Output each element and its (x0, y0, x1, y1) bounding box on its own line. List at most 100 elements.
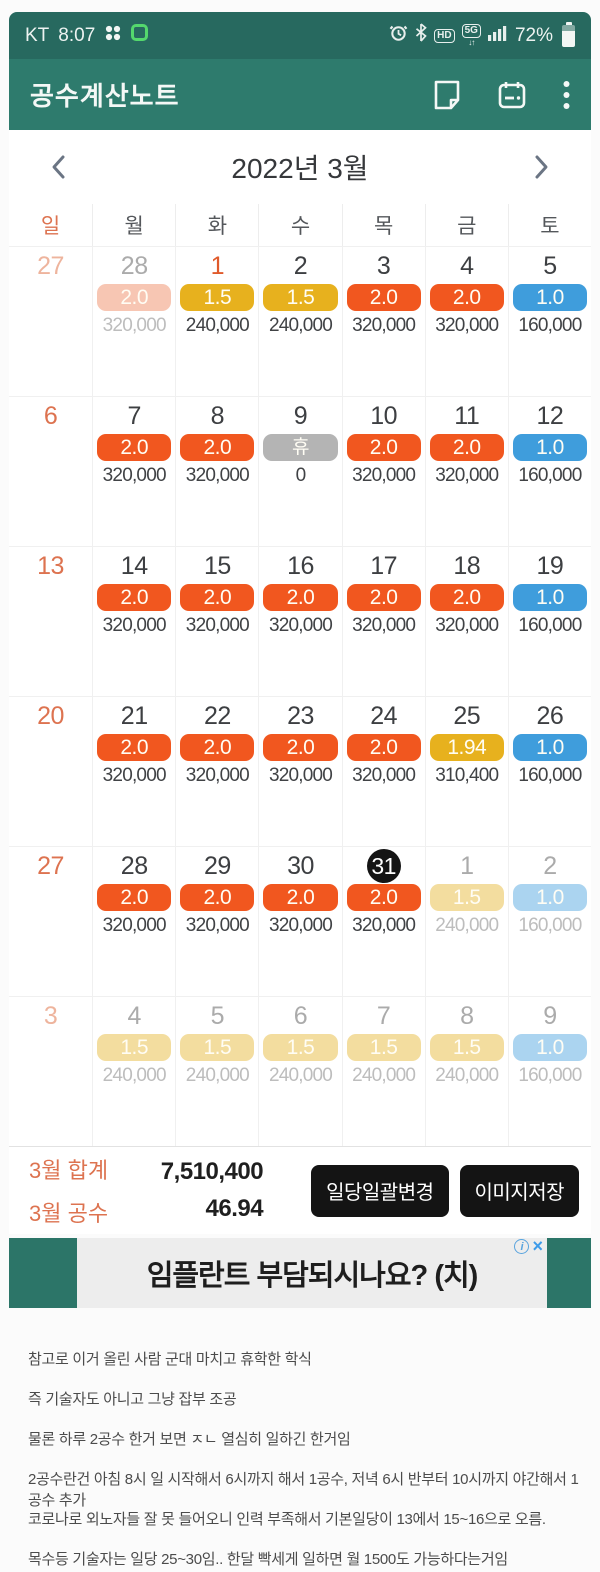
day-number: 18 (453, 552, 481, 580)
calendar-day-cell[interactable]: 8 1.5 240,000 (424, 997, 508, 1146)
calendar-day-cell[interactable]: 29 2.0 320,000 (175, 847, 258, 996)
day-amount: 320,000 (352, 615, 416, 636)
calendar-day-cell[interactable]: 25 1.94 310,400 (424, 697, 508, 846)
day-amount: 320,000 (185, 615, 250, 636)
ad-banner[interactable]: 임플란트 부담되시나요? (치) i × (9, 1236, 591, 1308)
day-number: 28 (120, 852, 148, 880)
day-number: 28 (120, 252, 148, 280)
calendar-day-cell[interactable]: 27 (9, 847, 92, 996)
calendar-day-cell[interactable]: 10 2.0 320,000 (341, 397, 425, 546)
calendar-day-cell[interactable]: 31 2.0 320,000 (341, 847, 425, 996)
day-amount: 310,400 (435, 765, 499, 786)
day-amount: 320,000 (268, 765, 333, 786)
calendar-day-cell[interactable]: 13 (9, 547, 92, 696)
calendar-day-cell[interactable]: 9 휴 0 (258, 397, 341, 546)
calendar-day-cell[interactable]: 17 2.0 320,000 (341, 547, 425, 696)
day-number: 16 (287, 552, 314, 580)
calendar-day-cell[interactable]: 7 2.0 320,000 (92, 397, 175, 546)
calendar-day-cell[interactable]: 6 1.5 240,000 (258, 997, 341, 1146)
day-number: 30 (287, 852, 314, 880)
day-number: 3 (43, 1002, 58, 1030)
calendar-day-cell[interactable]: 5 1.0 160,000 (507, 247, 591, 396)
gongsu-pill: 2.0 (180, 584, 255, 611)
day-number: 9 (293, 402, 308, 430)
gongsu-pill: 1.5 (429, 1034, 504, 1061)
calendar-day-cell[interactable]: 26 1.0 160,000 (507, 697, 591, 846)
calendar-day-cell[interactable]: 15 2.0 320,000 (175, 547, 258, 696)
day-amount: 320,000 (268, 915, 333, 936)
gongsu-pill: 2.0 (97, 884, 172, 911)
calendar-day-cell[interactable]: 3 (9, 997, 92, 1146)
calendar-day-cell[interactable]: 2 1.5 240,000 (258, 247, 341, 396)
gongsu-pill: 2.0 (97, 284, 172, 311)
day-amount: 320,000 (435, 615, 499, 636)
calendar-day-cell[interactable]: 24 2.0 320,000 (341, 697, 425, 846)
calendar-day-cell[interactable]: 30 2.0 320,000 (258, 847, 341, 996)
day-number: 15 (203, 552, 231, 580)
calendar-day-cell[interactable]: 8 2.0 320,000 (175, 397, 258, 546)
day-amount: 240,000 (102, 1065, 167, 1086)
gongsu-pill: 1.0 (512, 884, 587, 911)
day-amount: 320,000 (435, 315, 499, 336)
gongsu-pill: 2.0 (263, 884, 338, 911)
day-amount: 320,000 (352, 765, 416, 786)
comment-line: 코로나로 외노자들 잘 못 들어오니 인력 부족해서 기본일당이 13에서 15… (28, 1511, 546, 1528)
calendar-day-cell[interactable]: 4 2.0 320,000 (424, 247, 508, 396)
day-number: 1 (460, 852, 474, 880)
calendar-day-cell[interactable]: 19 1.0 160,000 (507, 547, 591, 696)
calendar-grid: 27 28 2.0 320,000 1 1.5 240,000 2 1.5 240,000 3 2.0… (9, 246, 591, 1146)
battery-icon (562, 21, 575, 47)
calendar-day-cell[interactable]: 18 2.0 320,000 (424, 547, 508, 696)
bulk-wage-change-button[interactable]: 일당일괄변경 (311, 1164, 449, 1217)
calendar-day-cell[interactable]: 3 2.0 320,000 (341, 247, 425, 396)
comment-line: 2공수란건 아침 8시 일 시작해서 6시까지 해서 1공수, 저녁 6시 반부… (28, 1471, 579, 1509)
calendar-day-cell[interactable]: 5 1.5 240,000 (175, 997, 258, 1146)
day-number: 1 (210, 252, 225, 280)
calendar-day-cell[interactable]: 20 (9, 697, 92, 846)
calendar-week-row: 6 7 2.0 320,000 8 2.0 320,000 9 휴 0 10 2.0 320,000 11… (9, 396, 591, 546)
gongsu-pill: 1.0 (512, 1034, 587, 1061)
calendar-day-cell[interactable]: 6 (9, 397, 92, 546)
calendar-day-cell[interactable]: 1 1.5 240,000 (424, 847, 508, 996)
save-image-button[interactable]: 이미지저장 (459, 1164, 579, 1217)
memo-icon[interactable] (433, 80, 461, 110)
month-summary-bar: 3월 합계 3월 공수 7,510,400 46.94 일당일괄변경 이미지저장 (9, 1146, 591, 1234)
day-number: 26 (536, 702, 564, 730)
gongsu-pill: 1.5 (263, 1034, 338, 1061)
calendar-day-cell[interactable]: 12 1.0 160,000 (507, 397, 591, 546)
day-number: 27 (37, 252, 64, 280)
day-number: 17 (370, 552, 398, 580)
day-number: 4 (460, 252, 474, 280)
bluetooth-icon (415, 23, 427, 48)
today-circle: 31 (366, 849, 401, 883)
prev-month-icon[interactable] (43, 152, 73, 182)
calendar-day-cell[interactable]: 22 2.0 320,000 (175, 697, 258, 846)
calendar-day-cell[interactable]: 14 2.0 320,000 (92, 547, 175, 696)
calendar-day-cell[interactable]: 9 1.0 160,000 (507, 997, 591, 1146)
calendar-day-cell[interactable]: 28 2.0 320,000 (92, 847, 175, 996)
calendar-day-cell[interactable]: 28 2.0 320,000 (92, 247, 175, 396)
ad-info-icon[interactable]: i (514, 1239, 530, 1254)
gongsu-pill: 2.0 (263, 734, 338, 761)
gongsu-pill: 2.0 (346, 284, 421, 311)
calendar-day-cell[interactable]: 21 2.0 320,000 (92, 697, 175, 846)
weekday-header-sun: 일 (40, 215, 61, 238)
calendar-day-cell[interactable]: 16 2.0 320,000 (258, 547, 341, 696)
calendar-day-cell[interactable]: 23 2.0 320,000 (258, 697, 341, 846)
gongsu-pill: 2.0 (346, 434, 421, 461)
calendar-day-cell[interactable]: 27 (9, 247, 92, 396)
calendar-day-cell[interactable]: 11 2.0 320,000 (424, 397, 508, 546)
calendar-day-cell[interactable]: 2 1.0 160,000 (507, 847, 591, 996)
calendar-day-cell[interactable]: 1 1.5 240,000 (175, 247, 258, 396)
calendar-week-row: 13 14 2.0 320,000 15 2.0 320,000 16 2.0 320,000 17… (9, 546, 591, 696)
weekday-header-fri: 금 (424, 204, 508, 246)
ad-close-icon[interactable]: × (532, 1236, 543, 1256)
ad-text[interactable]: 임플란트 부담되시나요? (치) (146, 1260, 479, 1292)
calendar-day-cell[interactable]: 7 1.5 240,000 (341, 997, 425, 1146)
overflow-menu-icon[interactable] (563, 80, 570, 110)
calendar-icon[interactable] (497, 80, 527, 110)
day-number: 3 (376, 252, 391, 280)
next-month-icon[interactable] (527, 152, 557, 182)
app-title: 공수계산노트 (30, 81, 180, 111)
calendar-day-cell[interactable]: 4 1.5 240,000 (92, 997, 175, 1146)
